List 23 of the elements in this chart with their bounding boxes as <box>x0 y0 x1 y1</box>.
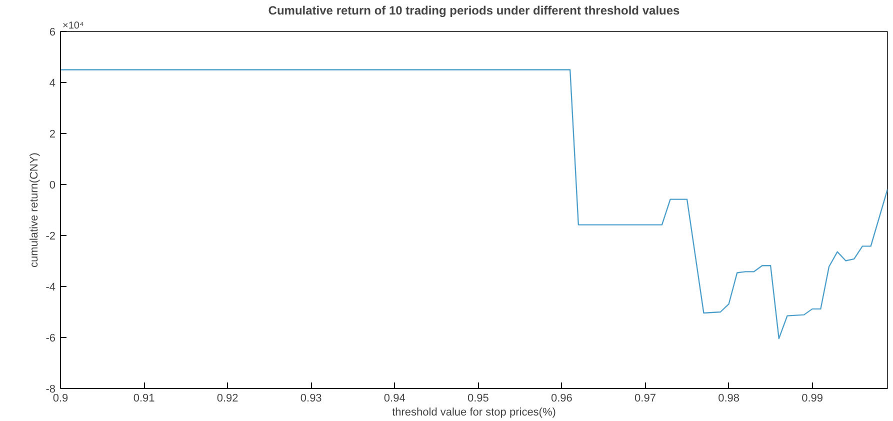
y-tick-label: -2 <box>46 230 56 242</box>
x-tick-label: 0.96 <box>551 392 572 404</box>
y-tick-label: -8 <box>46 384 56 396</box>
x-tick-label: 0.94 <box>384 392 406 404</box>
x-tick-label: 0.99 <box>802 392 824 404</box>
y-tick-label: 6 <box>49 26 56 38</box>
x-tick-label: 0.93 <box>300 392 322 404</box>
x-tick-label: 0.98 <box>718 392 740 404</box>
x-tick-label: 0.97 <box>634 392 656 404</box>
x-axis-title: threshold value for stop prices(%) <box>392 406 556 418</box>
x-tick-label: 0.91 <box>133 392 155 404</box>
y-tick-label: 4 <box>49 78 56 90</box>
x-tick-label: 0.92 <box>216 392 238 404</box>
x-tick-label: 0.95 <box>467 392 489 404</box>
chart-title: Cumulative return of 10 trading periods under different threshold values <box>268 4 680 18</box>
y-tick-label: 0 <box>49 180 56 192</box>
x-tick-label: 0.9 <box>52 392 68 404</box>
y-axis-title: cumulative return(CNY) <box>28 152 41 268</box>
annotation: ×10⁴ <box>62 20 84 32</box>
line-series <box>60 69 888 340</box>
y-tick-label: -6 <box>46 332 56 344</box>
y-tick-label: 2 <box>49 128 56 140</box>
y-tick-label: -4 <box>46 282 56 294</box>
